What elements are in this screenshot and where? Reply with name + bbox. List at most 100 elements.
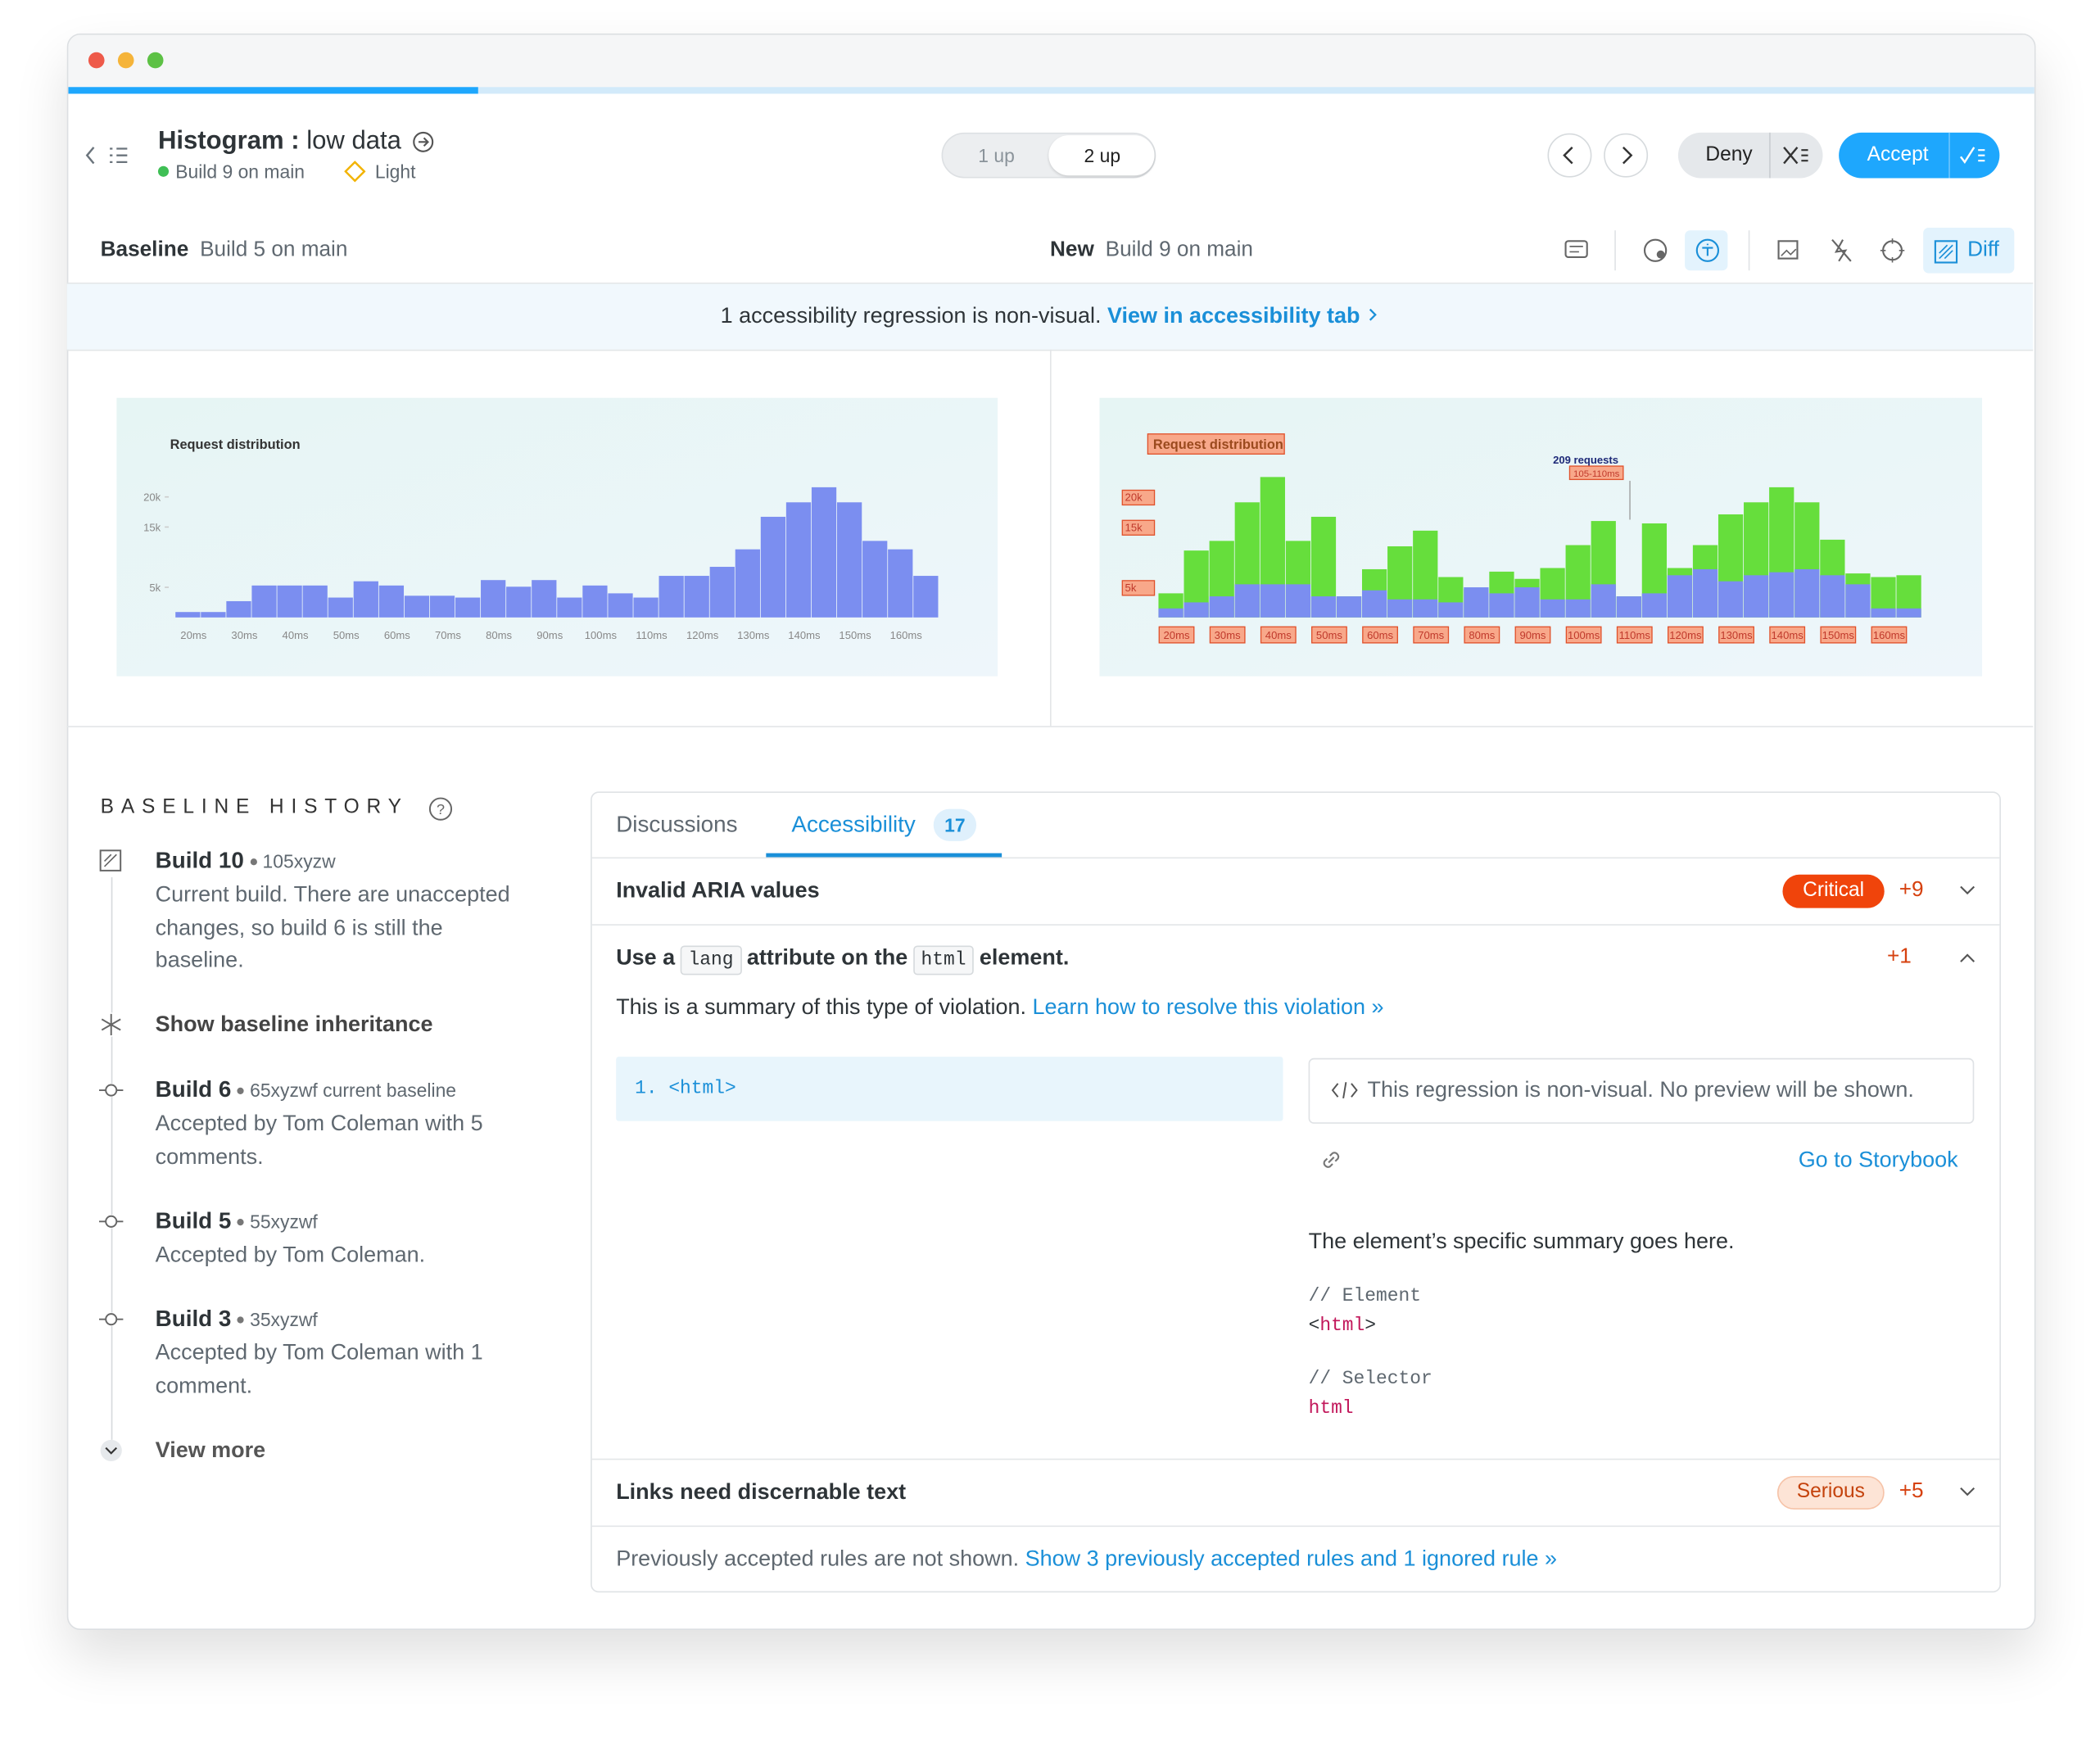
baseline-build: Build 5 on main: [200, 238, 348, 261]
bar: [1641, 593, 1668, 618]
y-tick-label: 5k: [1125, 582, 1137, 594]
diff-button[interactable]: [1923, 227, 2015, 274]
banner-link[interactable]: View in accessibility tab: [1107, 304, 1360, 328]
prev-button[interactable]: [1547, 133, 1593, 179]
help-icon[interactable]: ?: [428, 797, 453, 821]
diff-icon[interactable]: [1934, 240, 1958, 264]
tab-discussions[interactable]: Discussions: [616, 811, 738, 837]
highlight-box: [1718, 626, 1754, 644]
new-build: Build 9 on main: [1105, 238, 1253, 261]
bar: [353, 581, 378, 618]
bar: [1260, 584, 1285, 618]
bar: [226, 600, 251, 618]
link-icon[interactable]: [1319, 1148, 1343, 1171]
storybook-link[interactable]: Go to Storybook: [1798, 1148, 1958, 1172]
x-tick-label: 70ms: [1418, 629, 1444, 641]
two-up-button[interactable]: 2 up: [1084, 144, 1121, 166]
bar: [785, 502, 812, 618]
two-up-pill[interactable]: [1048, 135, 1155, 176]
divider: [66, 726, 2034, 727]
story-title: Histogram : low data: [158, 126, 401, 158]
view-more-link[interactable]: View more: [155, 1438, 266, 1463]
component-name: Histogram :: [157, 127, 300, 156]
back-list-icon[interactable]: [83, 143, 129, 167]
svg-text:?: ?: [437, 801, 445, 817]
build-number: Build 3: [155, 1306, 232, 1332]
x-tick-label: 90ms: [1519, 629, 1546, 641]
rule-delta: +1: [1886, 945, 1912, 969]
footer-link[interactable]: Show 3 previously accepted rules and 1 i…: [1025, 1546, 1558, 1572]
code-icon: [1331, 1082, 1358, 1099]
bar: [1692, 568, 1718, 618]
bar: [1209, 596, 1234, 618]
baseline-snapshot: Request distribution 5k 15k 20k 20ms 30ms 40ms…: [116, 397, 998, 677]
next-button[interactable]: [1603, 133, 1649, 179]
minimize-dot[interactable]: [117, 52, 134, 69]
bullet: [250, 858, 257, 866]
expand-icon[interactable]: [1958, 884, 1977, 897]
bar: [1514, 587, 1540, 618]
title-text: Use a: [616, 945, 676, 970]
bar: [1489, 593, 1514, 618]
x-tick-label: 140ms: [1772, 629, 1804, 641]
highlight-box: [1260, 626, 1297, 644]
accept-button[interactable]: [1839, 132, 2000, 179]
build-number: Build 6: [155, 1076, 232, 1102]
rule-title[interactable]: Invalid ARIA values: [616, 878, 820, 903]
collapse-icon[interactable]: [1958, 951, 1977, 964]
one-up-button[interactable]: 1 up: [978, 144, 1015, 166]
x-tick-label: 110ms: [1619, 629, 1651, 641]
x-tick-label: 120ms: [1669, 629, 1702, 641]
build-description: Accepted by Tom Coleman with 5 comments.: [155, 1111, 483, 1169]
deny-button[interactable]: [1677, 132, 1823, 179]
bar: [481, 580, 506, 618]
rule-title[interactable]: Links need discernable text: [616, 1479, 907, 1505]
x-tick-label: 120ms: [686, 629, 719, 641]
code-text[interactable]: <html>: [668, 1078, 736, 1100]
banner-text: 1 accessibility regression is non-visual…: [720, 304, 1102, 328]
bullet: [237, 1316, 244, 1324]
divider: [591, 1525, 2000, 1528]
learn-link[interactable]: Learn how to resolve this violation »: [1032, 994, 1384, 1020]
tab-accessibility[interactable]: Accessibility: [791, 811, 916, 837]
close-dot[interactable]: [88, 52, 105, 69]
deny-label[interactable]: Deny: [1705, 143, 1753, 166]
bar: [1565, 599, 1591, 618]
story-link-icon[interactable]: [413, 131, 434, 152]
accept-label[interactable]: Accept: [1867, 143, 1929, 166]
bar: [1387, 599, 1413, 618]
accept-menu-icon[interactable]: [1959, 145, 1986, 166]
rule-delta: +5: [1899, 1479, 1924, 1503]
commit-icon: [99, 1312, 124, 1326]
inheritance-link[interactable]: Show baseline inheritance: [155, 1012, 433, 1037]
bar: [1871, 608, 1896, 618]
x-tick-label: 50ms: [1316, 629, 1342, 641]
highlight-box: [1121, 489, 1156, 506]
zoom-dot[interactable]: [147, 52, 164, 69]
expand-icon[interactable]: [1958, 1485, 1977, 1498]
highlight-box: [1568, 465, 1624, 481]
view-more-icon[interactable]: [99, 1438, 123, 1462]
x-tick-label: 160ms: [1873, 629, 1906, 641]
toolbar-icons[interactable]: [1554, 228, 1916, 274]
bar: [1667, 575, 1693, 618]
y-tick-label: 5k: [149, 582, 161, 594]
x-tick-label: 140ms: [788, 629, 821, 641]
diff-label[interactable]: Diff: [1967, 238, 1999, 261]
highlight-box: [1311, 626, 1347, 644]
deny-menu-icon[interactable]: [1782, 145, 1809, 166]
bar: [201, 612, 226, 618]
bar: [760, 516, 786, 618]
banner-chevron: [1369, 308, 1378, 321]
rule-title[interactable]: Use a lang attribute on the html element.: [616, 942, 1069, 976]
status-dot: [157, 165, 170, 177]
history-title: BASELINE HISTORY: [100, 795, 409, 819]
divider: [66, 283, 2034, 284]
bar: [888, 549, 913, 618]
mode-icon: [344, 161, 366, 183]
footer-text: Previously accepted rules are not shown.: [616, 1546, 1020, 1572]
highlight-box: [1362, 626, 1398, 644]
highlight-box: [1820, 626, 1857, 644]
new-label: New: [1049, 238, 1094, 261]
progress-bar: [68, 87, 478, 94]
